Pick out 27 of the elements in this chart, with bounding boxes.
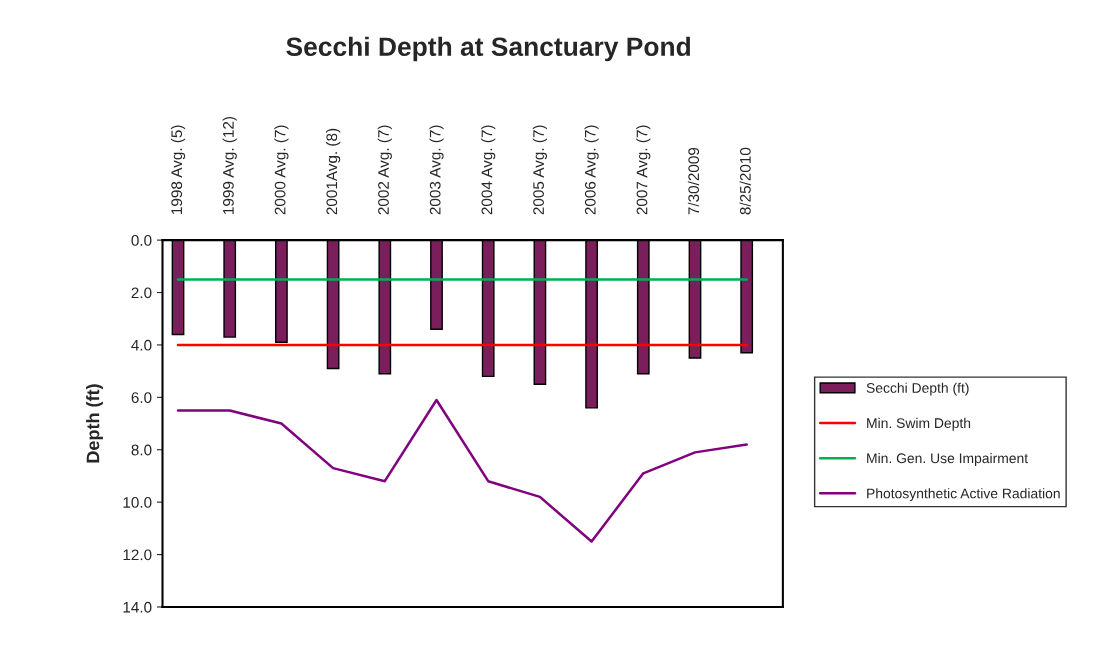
x-tick-label: 1999 Avg. (12) <box>222 116 237 214</box>
y-tick-label: 4.0 <box>131 339 152 351</box>
x-tick-label: 2007 Avg. (7) <box>636 125 651 215</box>
y-tick-label: 6.0 <box>131 392 152 404</box>
y-tick-label: 10.0 <box>123 497 152 508</box>
y-axis-title: Depth (ft) <box>86 384 103 463</box>
y-tick-label: 8.0 <box>131 444 152 456</box>
y-tick-label: 12.0 <box>123 549 152 561</box>
legend-label: Min. Gen. Use Impairment <box>867 453 1029 466</box>
legend-label: Photosynthetic Active Radiation <box>867 488 1060 502</box>
x-tick-label: 2000 Avg. (7) <box>274 125 289 215</box>
x-tick-label: 2003 Avg. (7) <box>429 125 444 215</box>
y-tick-label: 2.0 <box>131 287 152 299</box>
line-series <box>176 398 748 543</box>
x-tick-label: 2002 Avg. (7) <box>377 125 392 215</box>
x-tick-label: 2006 Avg. (7) <box>584 125 599 215</box>
x-tick-label: 1998 Avg. (5) <box>170 125 186 214</box>
legend-label: Min. Swim Depth <box>867 417 971 431</box>
chart-title: Secchi Depth at Sanctuary Pond <box>286 36 690 62</box>
x-tick-label: 2001Avg. (8) <box>325 128 341 215</box>
y-tick-label: 0.0 <box>131 234 152 246</box>
x-tick-label: 2005 Avg. (7) <box>532 125 548 215</box>
y-tick-label: 14.0 <box>123 601 152 613</box>
legend-label: Secchi Depth (ft) <box>866 382 969 396</box>
x-tick-label: 2004 Avg. (7) <box>481 125 496 215</box>
x-tick-label: 7/30/2009 <box>687 147 700 215</box>
x-tick-label: 8/25/2010 <box>739 147 751 215</box>
